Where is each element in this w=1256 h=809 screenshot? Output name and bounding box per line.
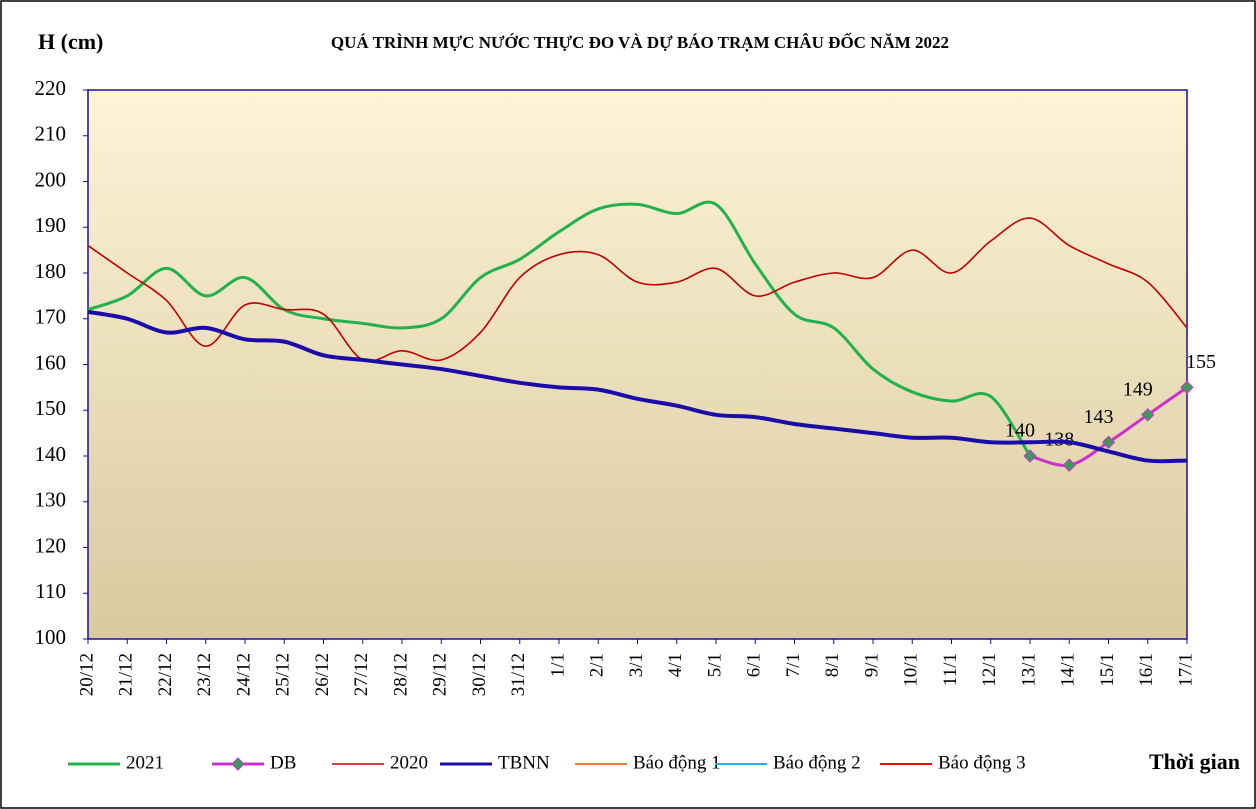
x-tick-label: 1/1 (547, 653, 568, 677)
x-tick-label: 10/1 (901, 653, 922, 687)
legend-label: Báo động 1 (633, 752, 721, 773)
y-tick-label: 150 (35, 396, 67, 420)
x-tick-label: 31/12 (508, 653, 529, 696)
x-tick-label: 29/12 (430, 653, 451, 696)
y-tick-label: 100 (35, 625, 67, 649)
data-label: 155 (1186, 351, 1216, 373)
x-tick-label: 17/1 (1175, 653, 1196, 687)
x-tick-label: 24/12 (233, 653, 254, 696)
x-tick-label: 3/1 (626, 653, 647, 677)
legend-label: Báo động 2 (773, 752, 861, 773)
marker (1062, 458, 1076, 472)
x-tick-label: 20/12 (76, 653, 97, 696)
chart-title: QUÁ TRÌNH MỰC NƯỚC THỰC ĐO VÀ DỰ BÁO TRẠ… (331, 32, 949, 52)
y-tick-label: 130 (35, 488, 67, 512)
marker (1141, 408, 1155, 422)
x-tick-label: 4/1 (665, 653, 686, 677)
y-tick-label: 190 (35, 213, 67, 237)
marker (1180, 380, 1194, 395)
x-tick-label: 9/1 (861, 653, 882, 677)
x-tick-label: 16/1 (1136, 653, 1157, 687)
y-tick-label: 220 (35, 76, 67, 100)
y-tick-label: 160 (35, 350, 67, 374)
legend-label: TBNN (498, 752, 550, 773)
x-tick-label: 6/1 (744, 653, 765, 677)
x-tick-label: 2/1 (587, 653, 608, 677)
x-tick-label: 22/12 (155, 653, 176, 696)
x-tick-label: 21/12 (116, 653, 137, 696)
x-tick-label: 5/1 (704, 653, 725, 677)
marker (1101, 435, 1116, 449)
legend-label: 2021 (126, 752, 164, 773)
legend-label: DB (270, 752, 296, 773)
data-label: 140 (1005, 420, 1035, 442)
x-tick-label: 11/1 (940, 653, 961, 686)
y-tick-label: 180 (35, 259, 67, 283)
series-line (87, 217, 1188, 363)
x-tick-label: 7/1 (783, 653, 804, 677)
x-tick-label: 13/1 (1018, 653, 1039, 687)
legend-marker (231, 757, 245, 771)
x-tick-label: 23/12 (194, 653, 215, 696)
plot-area (87, 89, 1188, 640)
series-line (87, 200, 1032, 457)
x-tick-label: 8/1 (822, 653, 843, 677)
legend-label: 2020 (390, 752, 428, 773)
x-tick-label: 30/12 (469, 653, 490, 696)
legend-label: Báo động 3 (938, 752, 1026, 773)
y-tick-label: 200 (35, 167, 67, 191)
data-label: 149 (1123, 378, 1153, 400)
data-label: 143 (1084, 406, 1114, 428)
y-tick-label: 210 (35, 122, 67, 146)
y-tick-label: 120 (35, 533, 67, 557)
x-tick-label: 15/1 (1097, 653, 1118, 687)
x-tick-label: 12/1 (979, 653, 1000, 687)
x-tick-label: 25/12 (273, 653, 294, 696)
x-tick-label: 14/1 (1058, 653, 1079, 687)
y-tick-label: 140 (35, 442, 67, 466)
y-axis-label: H (cm) (38, 29, 103, 54)
series-line (87, 309, 1188, 464)
x-tick-label: 27/12 (351, 653, 372, 696)
x-tick-label: 26/12 (312, 653, 333, 696)
y-tick-label: 170 (35, 305, 67, 329)
x-axis-label: Thời gian (1149, 749, 1240, 774)
y-tick-label: 110 (35, 579, 66, 603)
marker (1023, 449, 1037, 463)
x-tick-label: 28/12 (390, 653, 411, 696)
